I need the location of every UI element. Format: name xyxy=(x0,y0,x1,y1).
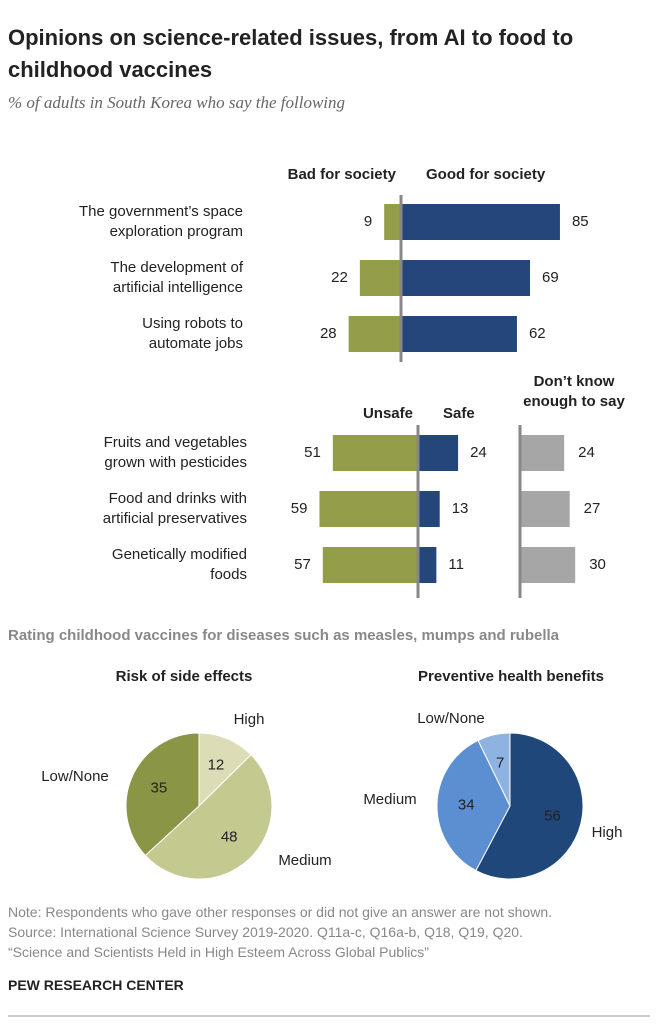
bar xyxy=(418,491,440,527)
value-label: 22 xyxy=(331,269,348,286)
slice-label: Medium xyxy=(363,791,416,808)
bar xyxy=(384,204,401,240)
pie-title: Risk of side effects xyxy=(116,668,253,685)
category-label: Food and drinks with artificial preserva… xyxy=(102,490,247,527)
value-label: 24 xyxy=(578,444,595,461)
value-label: 28 xyxy=(320,325,337,342)
bar xyxy=(520,435,565,471)
value-label: 27 xyxy=(584,500,601,517)
bar xyxy=(401,260,531,296)
series-label: Don’t know enough to say xyxy=(523,373,625,410)
bar xyxy=(332,435,418,471)
bar xyxy=(418,435,459,471)
value-label: 24 xyxy=(470,444,487,461)
bar xyxy=(520,547,576,583)
category-label: Fruits and vegetables grown with pestici… xyxy=(103,434,247,471)
category-label: Genetically modified foods xyxy=(111,546,247,583)
category-label: Using robots to automate jobs xyxy=(142,315,243,352)
pie-slice xyxy=(436,739,511,872)
value-label: 30 xyxy=(589,556,606,573)
value-label: 59 xyxy=(291,500,308,517)
value-label: 13 xyxy=(452,500,469,517)
section-heading: Rating childhood vaccines for diseases s… xyxy=(8,627,560,644)
bar xyxy=(401,316,517,352)
note: Note: Respondents who gave other respons… xyxy=(8,904,552,920)
series-label: Good for society xyxy=(426,166,546,183)
value-label: 51 xyxy=(304,444,321,461)
value-label: 48 xyxy=(221,829,238,846)
category-label: The development of artificial intelligen… xyxy=(110,259,243,296)
value-label: 7 xyxy=(496,754,504,771)
pie-slice xyxy=(144,754,273,880)
bar xyxy=(348,316,401,352)
pie-slice xyxy=(477,732,511,807)
value-label: 56 xyxy=(544,808,561,825)
series-label: Safe xyxy=(443,405,475,422)
value-label: 85 xyxy=(572,213,589,230)
value-label: 34 xyxy=(458,796,475,813)
slice-label: Low/None xyxy=(41,768,109,785)
series-label: Bad for society xyxy=(288,166,397,183)
report: “Science and Scientists Held in High Est… xyxy=(8,944,429,960)
pie-slice xyxy=(475,732,584,880)
subtitle: % of adults in South Korea who say the f… xyxy=(8,93,346,112)
bar xyxy=(401,204,560,240)
value-label: 62 xyxy=(529,325,546,342)
bar xyxy=(319,491,418,527)
bar xyxy=(322,547,418,583)
series-label: Unsafe xyxy=(363,405,413,422)
bar xyxy=(418,547,437,583)
source: Source: International Science Survey 201… xyxy=(8,924,523,940)
footer: PEW RESEARCH CENTER xyxy=(8,977,184,993)
value-label: 9 xyxy=(364,213,372,230)
slice-label: Low/None xyxy=(417,710,485,727)
value-label: 11 xyxy=(448,556,464,573)
bar xyxy=(359,260,401,296)
slice-label: High xyxy=(234,711,265,728)
value-label: 35 xyxy=(151,779,168,796)
title: Opinions on science-related issues, from… xyxy=(8,25,574,82)
bar xyxy=(520,491,570,527)
value-label: 57 xyxy=(294,556,311,573)
pie-title: Preventive health benefits xyxy=(418,668,604,685)
pie-slice xyxy=(198,732,252,808)
value-label: 12 xyxy=(208,757,225,774)
slice-label: High xyxy=(592,824,623,841)
value-label: 69 xyxy=(542,269,559,286)
pie-slice xyxy=(125,732,200,857)
slice-label: Medium xyxy=(278,852,331,869)
category-label: The government’s space exploration progr… xyxy=(79,203,243,240)
